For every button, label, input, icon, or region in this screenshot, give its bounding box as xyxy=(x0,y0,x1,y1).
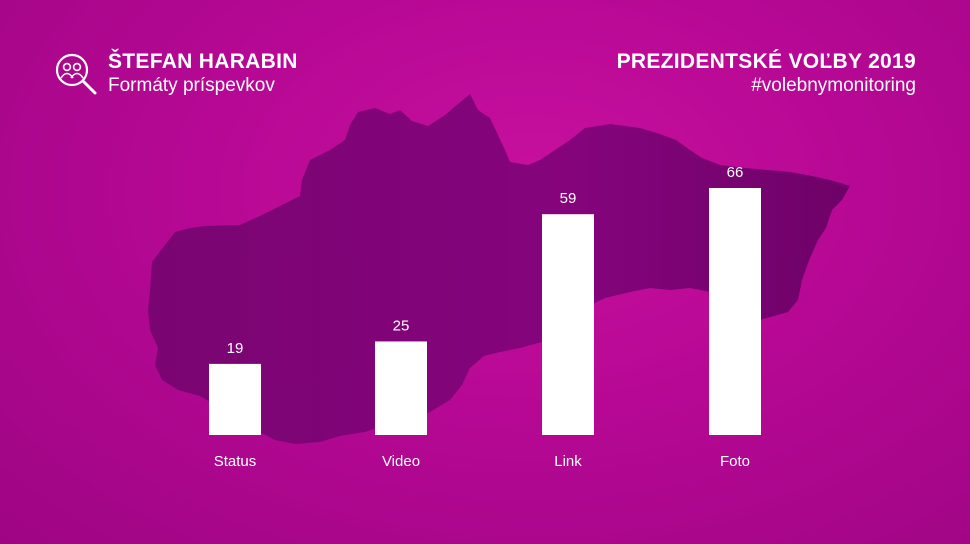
title-block: ŠTEFAN HARABIN Formáty príspevkov xyxy=(108,50,298,98)
header-left: ŠTEFAN HARABIN Formáty príspevkov xyxy=(52,50,298,98)
event-title: PREZIDENTSKÉ VOĽBY 2019 xyxy=(616,50,916,73)
candidate-name: ŠTEFAN HARABIN xyxy=(108,50,298,73)
magnifier-people-icon xyxy=(55,53,97,95)
category-label-foto: Foto xyxy=(720,453,750,470)
bar-video xyxy=(375,341,427,435)
category-label-video: Video xyxy=(382,453,420,470)
bar-link xyxy=(542,214,594,435)
data-label-video: 25 xyxy=(393,317,410,334)
hashtag: #volebnymonitoring xyxy=(751,75,916,96)
data-label-link: 59 xyxy=(560,190,577,207)
header-right: PREZIDENTSKÉ VOĽBY 2019 #volebnymonitori… xyxy=(617,50,916,98)
category-label-status: Status xyxy=(214,453,257,470)
data-label-status: 19 xyxy=(227,340,244,357)
bar-status xyxy=(209,363,261,435)
data-label-foto: 66 xyxy=(727,164,744,181)
chart-subtitle: Formáty príspevkov xyxy=(108,75,275,96)
category-label-link: Link xyxy=(554,453,582,470)
bar-foto xyxy=(709,188,761,435)
